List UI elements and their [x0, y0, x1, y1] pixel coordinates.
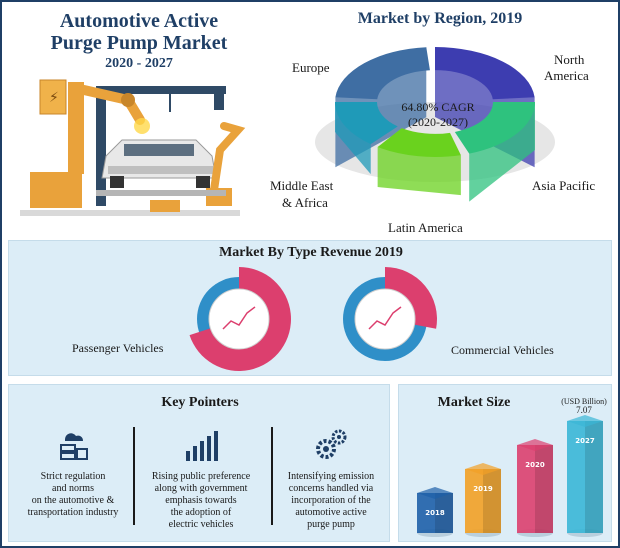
- commercial-vehicles-label: Commercial Vehicles: [451, 343, 554, 357]
- lift-platform: [96, 190, 226, 196]
- orange-block: [150, 200, 180, 212]
- region-3d-ring-chart: [315, 47, 555, 202]
- gantry-left-leg: [96, 86, 106, 206]
- kp2-line: emphasis towards: [165, 495, 237, 506]
- key-pointers-panel: Key Pointers Strict regulation and norms…: [8, 384, 390, 542]
- key-pointer-3: Intensifying emission concerns handled v…: [269, 427, 393, 531]
- robot-panel: [39, 79, 67, 115]
- bolt-glyph: ⚡: [49, 90, 59, 106]
- key-pointers-title: Key Pointers: [161, 395, 239, 410]
- commercial-trend-icon: [368, 306, 402, 330]
- kp3-line: concerns handled via: [288, 483, 374, 494]
- key-pointer-1-text: Strict regulation and norms on the autom…: [11, 471, 135, 519]
- region-label-mea-line1: Middle East: [270, 178, 334, 193]
- report-years: 2020 - 2027: [105, 56, 173, 71]
- market-size-bar-2018: 2018: [417, 487, 453, 537]
- right-robot-arm: [210, 122, 246, 194]
- market-size-bar-2027: 2027: [567, 415, 603, 537]
- region-label-north-america-line1: North: [554, 52, 585, 67]
- market-size-bar-label: 2027: [575, 437, 595, 445]
- kp2-line: electric vehicles: [168, 519, 234, 530]
- title-block: Automotive Active Purge Pump Market 2020…: [14, 10, 264, 72]
- market-size-bar-2020: 2020: [517, 439, 553, 537]
- bar-chart-icon: [186, 431, 218, 461]
- key-pointer-2: Rising public preference along with gove…: [139, 427, 263, 531]
- cagr-period: (2020-2027): [408, 115, 468, 129]
- cagr-value: 64.80% CAGR: [401, 100, 475, 114]
- market-size-unit: (USD Billion) 7.07: [559, 397, 609, 415]
- server-cloud-icon: [60, 433, 88, 460]
- car-windshield: [124, 144, 194, 156]
- gantry-right-leg: [214, 86, 224, 110]
- robot-joint: [121, 93, 135, 107]
- divider: [271, 427, 273, 525]
- robot-base: [30, 172, 82, 208]
- passenger-donut-chart: [189, 267, 291, 371]
- gantry-top: [96, 86, 226, 94]
- kp1-line: and norms: [52, 483, 94, 494]
- car-wheel-right: [196, 176, 210, 188]
- kp1-line: on the automotive &: [31, 495, 115, 506]
- region-label-north-america-line2: America: [544, 68, 589, 83]
- kp2-line: the adoption of: [170, 507, 232, 518]
- kp1-line: Strict regulation: [40, 471, 106, 482]
- car-wheel-left: [110, 176, 124, 188]
- passenger-vehicles-label: Passenger Vehicles: [72, 341, 164, 355]
- kp2-line: along with government: [154, 483, 248, 494]
- segment-middle-east-africa: [335, 102, 398, 175]
- key-pointer-2-text: Rising public preference along with gove…: [139, 471, 263, 531]
- spark: [134, 118, 150, 134]
- segment-asia-pacific: [454, 102, 535, 202]
- robot-pole: [68, 82, 84, 174]
- market-size-bar-label: 2018: [425, 509, 445, 517]
- robot-car-illustration: ⚡: [20, 79, 246, 216]
- commercial-donut-chart: [343, 267, 437, 361]
- gears-icon: [316, 429, 347, 459]
- region-label-latin-america: Latin America: [388, 220, 463, 235]
- region-chart-title: Market by Region, 2019: [357, 10, 523, 27]
- key-pointer-1: Strict regulation and norms on the autom…: [11, 427, 135, 519]
- market-size-bar-label: 2019: [473, 485, 493, 493]
- commercial-center: [354, 288, 416, 350]
- car-bumper: [108, 166, 214, 174]
- report-title-line1: Automotive Active: [59, 10, 219, 32]
- type-revenue-title: Market By Type Revenue 2019: [219, 245, 403, 260]
- market-size-unit-label: (USD Billion): [561, 397, 607, 406]
- market-size-bars: 2018 2019 2020 2027: [417, 415, 603, 537]
- kp3-line: Intensifying emission: [287, 471, 375, 482]
- kp2-line: Rising public preference: [151, 471, 251, 482]
- region-label-asia-pacific: Asia Pacific: [532, 178, 596, 193]
- market-size-bar-label: 2020: [525, 461, 545, 469]
- kp3-line: purge pump: [307, 519, 355, 530]
- kp3-line: incorporation of the: [291, 495, 371, 506]
- report-title-line2: Purge Pump Market: [50, 32, 228, 54]
- divider: [133, 427, 135, 525]
- market-size-value: 7.07: [576, 405, 592, 415]
- cagr-text: 64.80% CAGR (2020-2027): [388, 100, 488, 130]
- market-size-panel: Market Size (USD Billion) 7.07 2018 2019 2…: [398, 384, 612, 542]
- kp1-line: transportation industry: [27, 507, 119, 518]
- passenger-center: [208, 288, 270, 350]
- kp3-line: automotive active: [295, 507, 367, 518]
- floor-shape: [20, 210, 240, 216]
- region-label-mea-line2: & Africa: [282, 195, 328, 210]
- market-size-title: Market Size: [437, 395, 511, 410]
- type-revenue-panel: Market By Type Revenue 2019: [8, 240, 612, 376]
- segment-latin-america: [377, 128, 461, 196]
- market-size-bar-2019: 2019: [465, 463, 501, 537]
- passenger-trend-icon: [222, 306, 256, 330]
- region-label-europe: Europe: [292, 60, 330, 75]
- key-pointer-3-text: Intensifying emission concerns handled v…: [269, 471, 393, 531]
